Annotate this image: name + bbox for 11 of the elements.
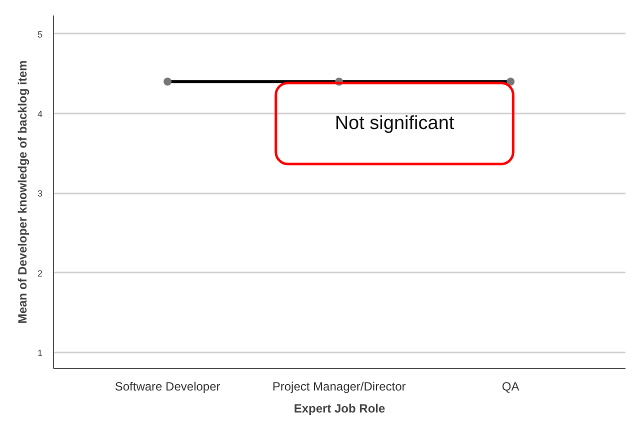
x-tick-label: QA xyxy=(502,380,520,394)
x-tick-label: Project Manager/Director xyxy=(272,380,406,394)
y-axis-title: Mean of Developer knowledge of backlog item xyxy=(15,60,30,324)
annotation: Not significant xyxy=(334,113,455,134)
y-tick-label: 3 xyxy=(37,188,43,199)
x-tick-label: Software Developer xyxy=(114,380,220,394)
y-tick-label: 5 xyxy=(37,29,43,40)
y-tick-label: 4 xyxy=(37,109,43,120)
x-axis-title: Expert Job Role xyxy=(294,402,386,416)
y-tick-label: 2 xyxy=(37,268,43,278)
y-tick-label: 1 xyxy=(37,348,43,358)
